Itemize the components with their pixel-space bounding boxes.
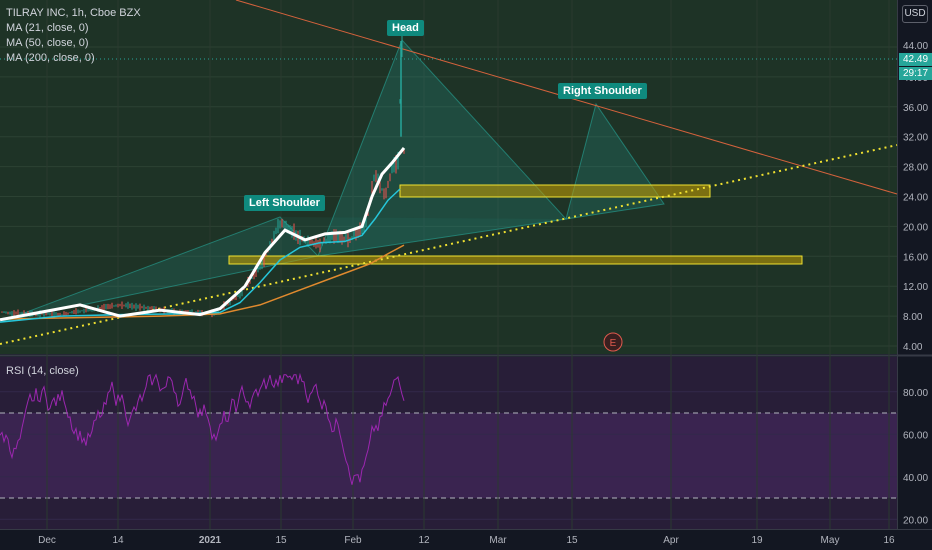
symbol-title[interactable]: TILRAY INC, 1h, Cboe BZX [6,7,141,19]
price-axis-tick: 32.00 [903,133,928,144]
chart-legend: TILRAY INC, 1h, Cboe BZX MA (21, close, … [6,6,141,66]
rsi-title[interactable]: RSI (14, close) [6,365,79,377]
rsi-axis[interactable]: 80.00 60.00 40.00 20.00 [903,388,928,527]
rsi-legend[interactable]: RSI (14, close) [6,364,79,379]
time-axis-tick: 12 [418,535,430,546]
rsi-axis-tick: 40.00 [903,473,928,484]
left-shoulder-label[interactable]: Left Shoulder [244,195,325,211]
time-axis-tick: Dec [38,535,56,546]
price-axis-tick: 16.00 [903,252,928,263]
head-label[interactable]: Head [387,20,424,36]
earnings-marker[interactable] [603,332,623,352]
price-axis-tick: 8.00 [903,312,923,323]
time-axis-tick: 15 [275,535,287,546]
neckline-area [280,204,664,256]
time-axis-tick: Mar [489,535,507,546]
bar-countdown-badge: 29:17 [899,67,932,80]
price-axis-tick: 24.00 [903,193,928,204]
earnings-marker-label: E [610,338,617,349]
time-axis-tick: 19 [751,535,763,546]
last-price-badge: 42.49 [899,53,932,66]
price-axis-tick: 20.00 [903,222,928,233]
price-axis-tick: 4.00 [903,342,923,353]
rsi-axis-tick: 60.00 [903,430,928,441]
time-axis[interactable]: Dec 14 2021 15 Feb 12 Mar 15 Apr 19 May 16 [38,535,895,546]
time-axis-tick: Apr [663,535,679,546]
time-axis-tick: May [821,535,840,546]
time-axis-tick: 15 [566,535,578,546]
high-price-label: 44.00 [899,40,932,53]
rsi-axis-tick: 20.00 [903,515,928,526]
rsi-axis-tick: 80.00 [903,388,928,399]
support-zone[interactable] [228,255,803,265]
rsi-band [0,413,897,498]
price-axis-tick: 12.00 [903,282,928,293]
price-axis-tick: 28.00 [903,163,928,174]
head-triangle [317,39,568,257]
ma21-line[interactable] [0,146,406,322]
time-axis-tick: 2021 [199,535,222,546]
price-axis-tick: 36.00 [903,103,928,114]
ma50-legend[interactable]: MA (50, close, 0) [6,37,89,49]
ma21-legend[interactable]: MA (21, close, 0) [6,22,89,34]
ma200-legend[interactable]: MA (200, close, 0) [6,52,95,64]
resistance-zone[interactable] [399,184,711,198]
price-axis[interactable]: 40.0036.0032.0028.0024.0020.0016.0012.00… [903,73,928,353]
currency-button[interactable]: USD [902,5,928,23]
right-shoulder-label[interactable]: Right Shoulder [558,83,647,99]
rsi-line[interactable] [0,372,405,485]
time-axis-tick: Feb [344,535,362,546]
time-axis-tick: 16 [883,535,895,546]
time-axis-tick: 14 [112,535,124,546]
